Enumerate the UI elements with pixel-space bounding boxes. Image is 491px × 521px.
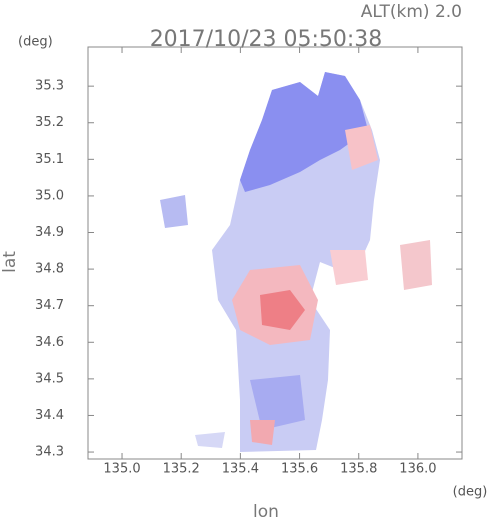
- y-tick-label: 35.3: [35, 79, 64, 94]
- x-tick-label: 136.0: [399, 462, 436, 477]
- y-tick-label: 34.6: [35, 335, 64, 350]
- x-tick-label: 135.0: [103, 462, 140, 477]
- x-tick-label: 135.2: [163, 462, 200, 477]
- x-tick-label: 135.6: [281, 462, 318, 477]
- chart-title: 2017/10/23 05:50:38: [150, 27, 383, 52]
- y-tick-label: 35.2: [35, 115, 64, 130]
- y-tick-label: 35.0: [35, 188, 64, 203]
- y-tick-label: 34.7: [35, 298, 64, 313]
- y-tick-label: 34.5: [35, 371, 64, 386]
- y-tick-label: 34.3: [35, 445, 64, 460]
- plot-frame: [87, 46, 463, 460]
- y-tick-label: 35.1: [35, 152, 64, 167]
- y-tick-label: 34.9: [35, 225, 64, 240]
- x-tick-label: 135.4: [222, 462, 259, 477]
- y-tick-label: 34.4: [35, 408, 64, 423]
- altitude-label: ALT(km) 2.0: [361, 2, 462, 22]
- y-axis-label: lat: [0, 251, 20, 273]
- x-unit: (deg): [453, 485, 488, 500]
- y-tick-label: 34.8: [35, 262, 64, 277]
- radar-echo: [160, 72, 432, 452]
- x-axis-label: lon: [253, 502, 279, 521]
- x-tick-label: 135.8: [340, 462, 377, 477]
- y-unit: (deg): [18, 35, 53, 50]
